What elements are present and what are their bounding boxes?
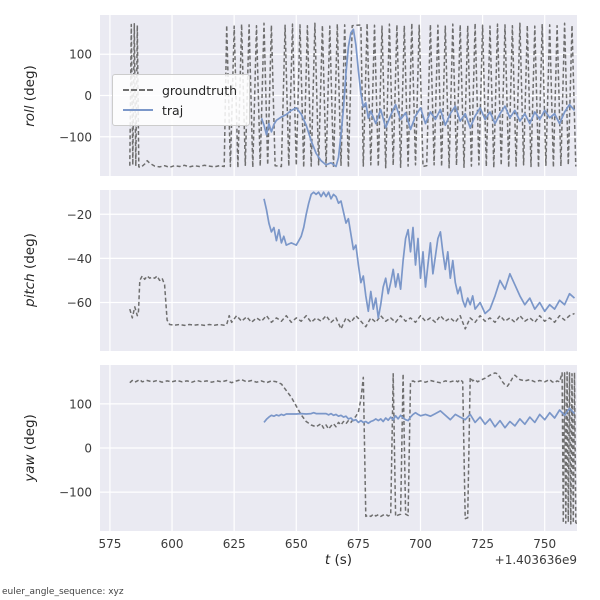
pitch-axis-label-var: pitch — [22, 273, 38, 307]
legend-entry-groundtruth: groundtruth — [123, 80, 237, 100]
x-tick-label: 700 — [409, 537, 432, 551]
legend-entry-traj: traj — [123, 100, 237, 120]
x-axis-label-unit: (s) — [330, 552, 353, 568]
yaw-y-tick-label: 0 — [84, 442, 92, 456]
x-tick-label: 575 — [98, 537, 121, 551]
legend-traj-label: traj — [162, 102, 184, 118]
roll-axis-label: roll (deg) — [20, 16, 40, 176]
x-tick-label: 600 — [161, 537, 184, 551]
legend-traj-sample — [123, 109, 153, 111]
pitch-y-tick-label: −20 — [67, 208, 92, 222]
roll-y-tick-label: 100 — [69, 48, 92, 62]
roll-groundtruth-line — [129, 22, 577, 169]
x-tick-label: 650 — [285, 537, 308, 551]
pitch-axis-label-unit: (deg) — [22, 233, 38, 274]
footnote: euler_angle_sequence: xyz — [2, 587, 124, 597]
x-tick-label: 625 — [223, 537, 246, 551]
x-axis-offset-text: +1.403636e9 — [494, 553, 577, 567]
pitch-y-tick-label: −40 — [67, 252, 92, 266]
legend-groundtruth-label: groundtruth — [162, 82, 238, 98]
x-axis-label: t (s) — [100, 552, 577, 568]
yaw-axis-label: yaw (deg) — [20, 368, 40, 528]
roll-y-tick-label: −100 — [59, 130, 92, 144]
x-axis-label-var: t — [324, 552, 331, 568]
legend-groundtruth-sample — [123, 89, 153, 91]
yaw-y-tick-label: −100 — [59, 486, 92, 500]
pitch-subplot: −60 −40 −20 — [67, 190, 577, 351]
roll-axis-label-var: roll — [22, 105, 38, 127]
yaw-y-tick-label: 100 — [69, 397, 92, 411]
x-tick-label: 750 — [533, 537, 556, 551]
x-tick-label: 675 — [347, 537, 370, 551]
roll-axis-label-unit: (deg) — [22, 65, 38, 106]
yaw-axis-label-unit: (deg) — [22, 414, 38, 455]
yaw-traj-line — [263, 407, 576, 429]
pitch-traj-line — [263, 191, 576, 319]
pitch-axis-label: pitch (deg) — [20, 190, 40, 350]
yaw-axis-label-var: yaw — [22, 454, 38, 482]
yaw-subplot: −100 0 100 575 600 625 650 675 700 725 750 — [59, 365, 577, 551]
roll-traj-line — [260, 28, 576, 168]
x-tick-label: 725 — [471, 537, 494, 551]
legend: groundtruth traj — [112, 74, 251, 126]
roll-y-tick-label: 0 — [84, 89, 92, 103]
pitch-y-tick-label: −60 — [67, 296, 92, 310]
